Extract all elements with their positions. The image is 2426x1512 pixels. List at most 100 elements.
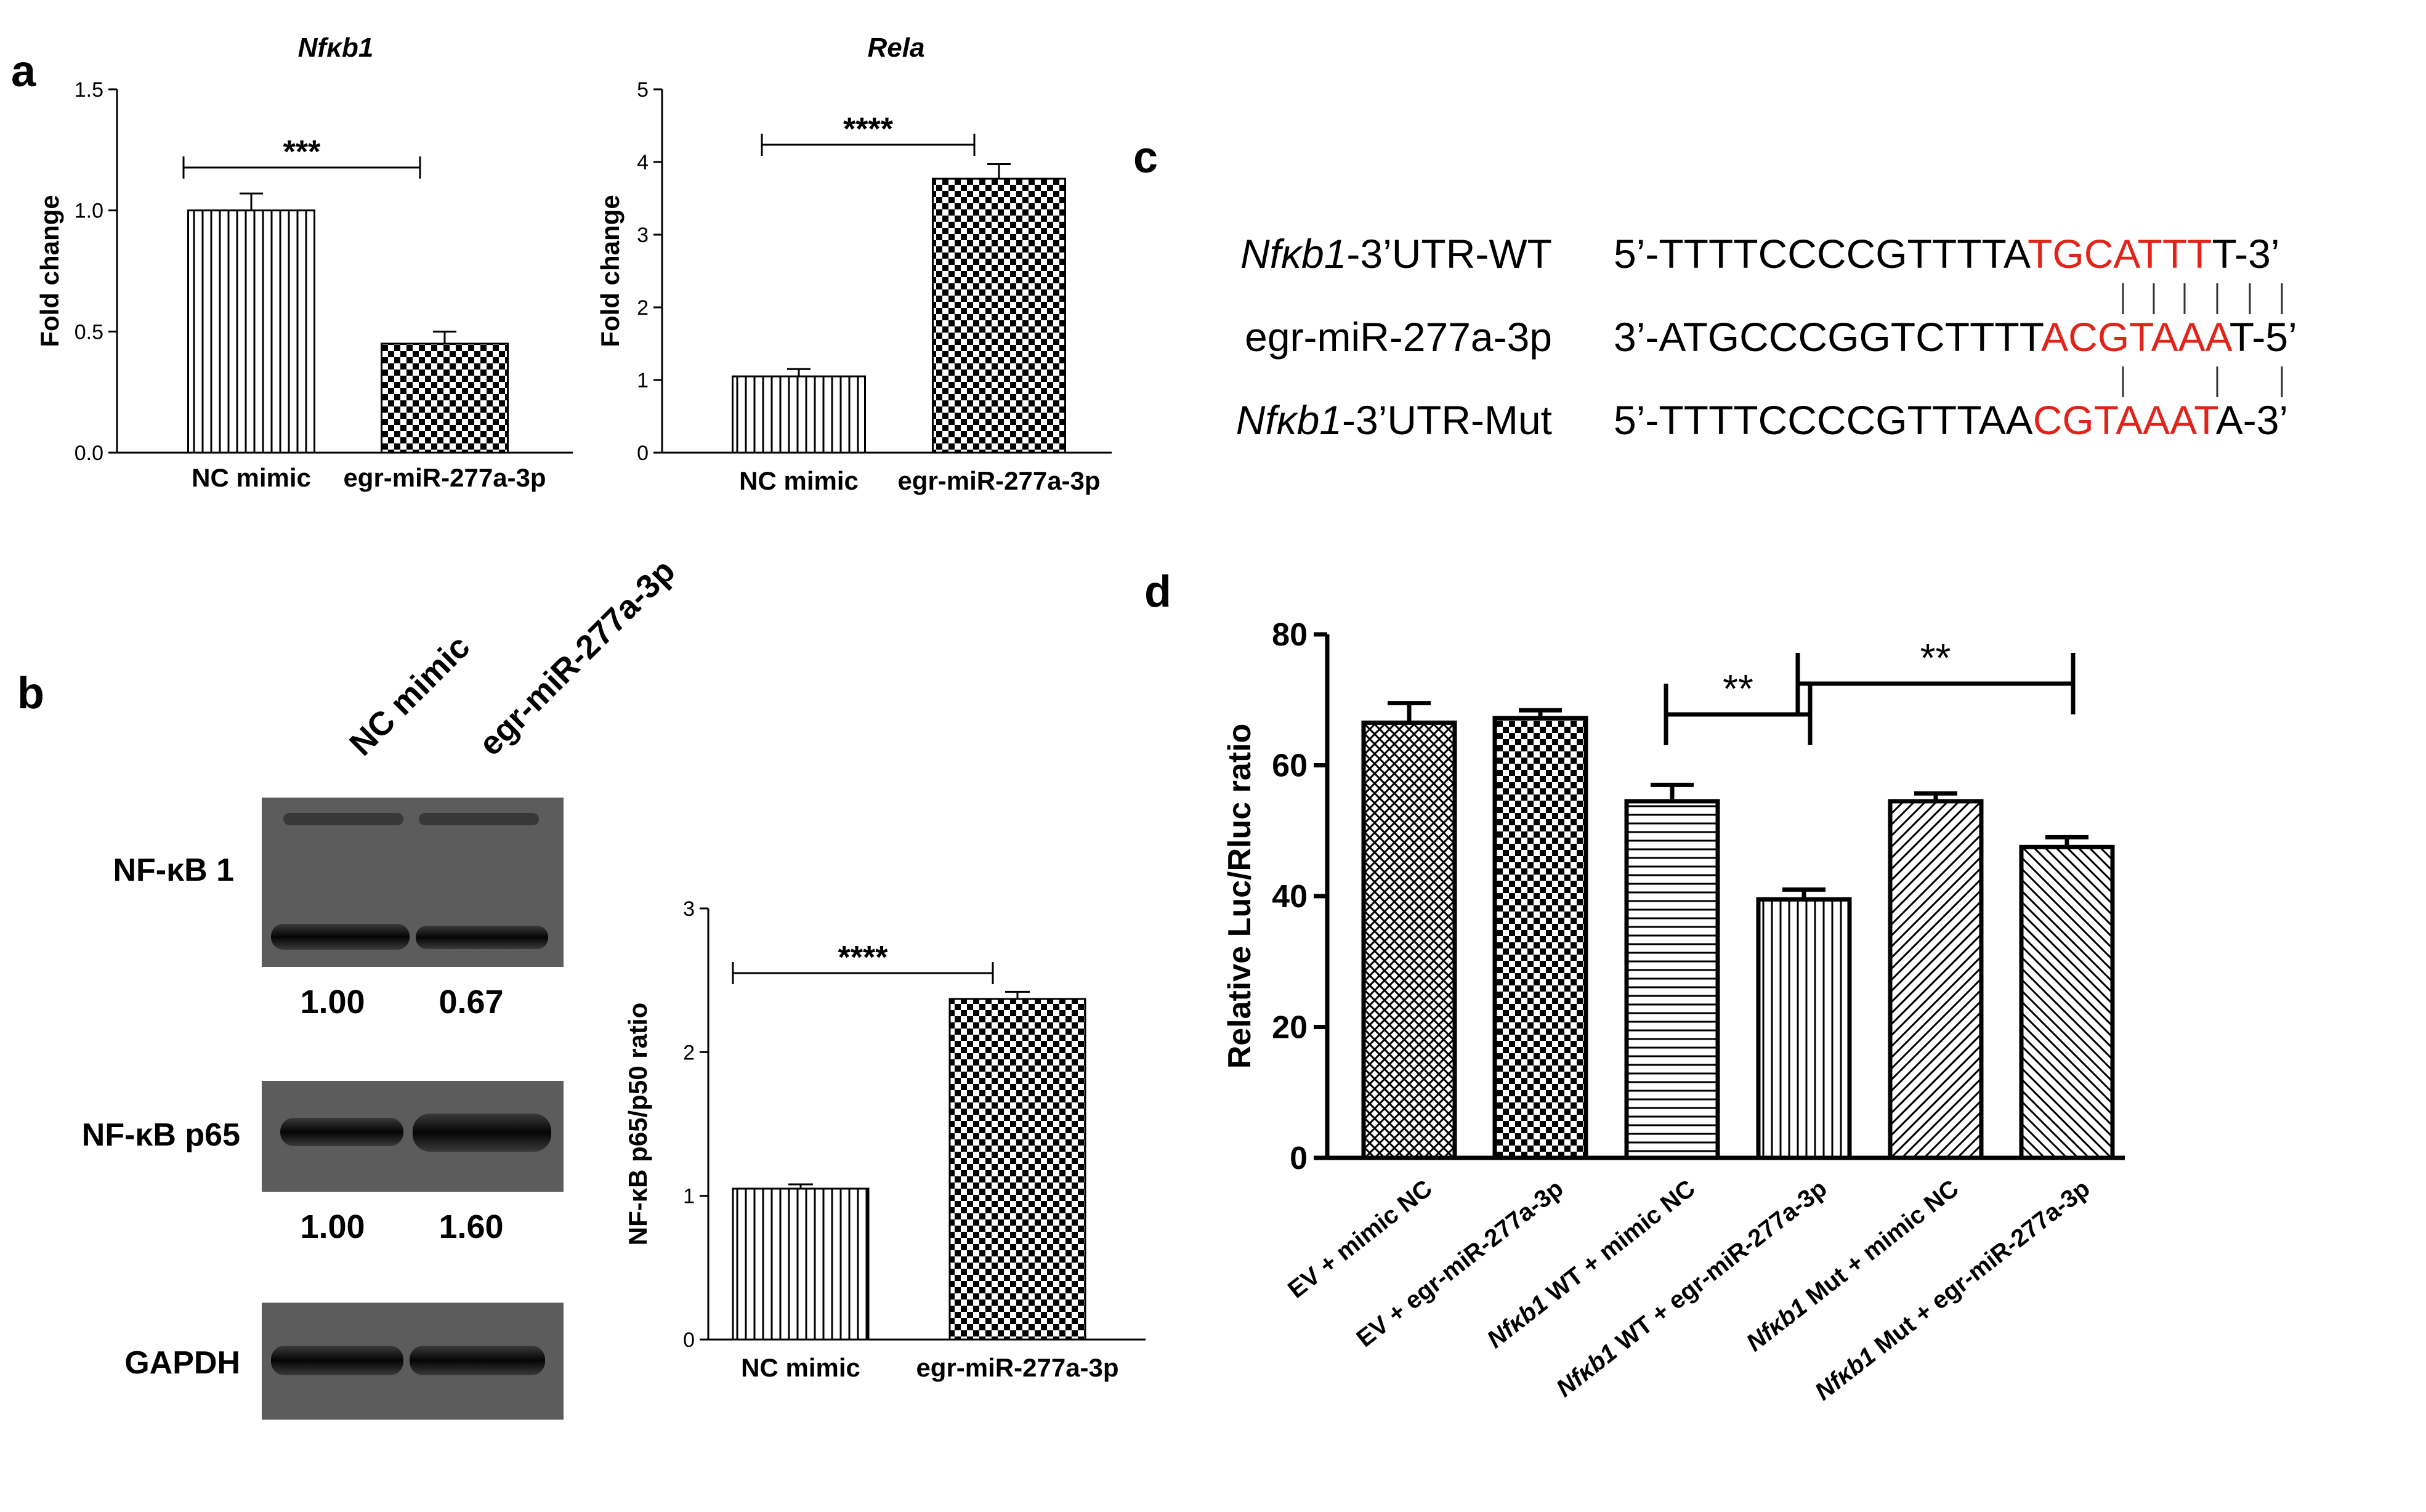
x-tick-label-text: EV + egr-miR-277a-3p xyxy=(1351,1174,1568,1352)
blot-row-label: GAPDH xyxy=(124,1345,240,1381)
sequence-part: 3’-ATGCCCGGTCTTTT xyxy=(1614,314,2044,360)
blot-quant-value: 1.60 xyxy=(439,1208,503,1245)
significance-label: *** xyxy=(283,134,321,170)
y-axis-label: Fold change xyxy=(596,195,625,347)
x-tick-label: NC mimic xyxy=(192,463,311,492)
blot-band xyxy=(271,924,410,950)
blot-band xyxy=(271,1346,403,1375)
bar xyxy=(187,209,315,454)
x-tick-label-italic: Nfκb1 xyxy=(1810,1342,1881,1405)
blot-quant-value: 0.67 xyxy=(439,984,503,1021)
y-tick-label: 20 xyxy=(1272,1010,1308,1046)
panel-letter-b: b xyxy=(17,669,44,718)
blot-lane-label: egr-miR-277a-3p xyxy=(472,552,682,763)
chart-rela-fold-change: Rela 0 1 2 3 4 5 Fold change NC mimic egr-miR-277… xyxy=(596,33,1112,495)
chart-nfkb1-fold-change: Nfκb1 0.0 0.5 1.0 1.5 Fold change NC mimic egr-… xyxy=(35,33,573,492)
panel-letter-c: c xyxy=(1133,133,1158,182)
blot-band xyxy=(280,1118,403,1146)
blot-band xyxy=(413,1114,551,1152)
blot-band xyxy=(410,1346,545,1375)
blot-row-label: NF-κB p65 xyxy=(82,1117,240,1153)
x-tick-label: Nfκb1 WT + egr-miR-277a-3p xyxy=(1551,1174,1832,1402)
x-tick-label: egr-miR-277a-3p xyxy=(343,463,546,492)
x-tick-label-italic: Nfκb1 xyxy=(1551,1339,1622,1402)
bar xyxy=(1624,799,1720,1160)
bar xyxy=(1492,716,1588,1160)
y-tick-label: 1.0 xyxy=(75,200,103,223)
bar xyxy=(932,177,1066,454)
sequence-label-text: -3’UTR-WT xyxy=(1346,231,1552,277)
x-tick-label: Nfκb1 Mut + mimic NC xyxy=(1741,1174,1963,1357)
chart-p65-p50-ratio: 0 1 2 3 NF-κB p65/p50 ratio NC mimic egr-miR-2… xyxy=(623,897,1146,1382)
y-tick-label: 40 xyxy=(1272,879,1308,915)
x-tick-label: NC mimic xyxy=(739,466,859,495)
blot-band xyxy=(419,813,539,825)
blot-band xyxy=(416,926,548,949)
sequence-label-text: egr-miR-277a-3p xyxy=(1245,314,1552,360)
sequence-label-italic: Nfκb1 xyxy=(1236,397,1342,443)
bar xyxy=(1361,720,1457,1160)
bar xyxy=(2019,844,2115,1160)
y-tick-label: 60 xyxy=(1272,748,1308,784)
x-tick-label: EV + egr-miR-277a-3p xyxy=(1351,1174,1568,1352)
y-tick-label: 2 xyxy=(637,296,649,320)
y-tick-label: 3 xyxy=(637,224,649,247)
y-tick-label: 1.5 xyxy=(75,78,103,102)
panel-letter-a: a xyxy=(11,47,36,96)
panel-letter-d: d xyxy=(1144,567,1171,617)
chart-title: Rela xyxy=(868,33,925,63)
bar xyxy=(381,342,509,454)
blot-band xyxy=(283,813,403,825)
blot-row-label: NF-κB 1 xyxy=(113,852,234,888)
y-axis-label: Fold change xyxy=(35,195,64,347)
sequence-alignment: Nfκb1-3’UTR-WT 5’-TTTTCCCCGTTTTATGCATTTT-… xyxy=(1236,231,2297,443)
sequence: 5’-TTTTCCCCGTTTTATGCATTTT-3’ xyxy=(1614,231,2280,277)
sequence-part: A-3’ xyxy=(2216,397,2288,443)
chart-title: Nfκb1 xyxy=(298,33,374,63)
x-tick-label: Nfκb1 Mut + egr-miR-277a-3p xyxy=(1810,1174,2095,1405)
sequence-seed: ACGTAAA xyxy=(2041,314,2232,360)
sequence-part: T-3’ xyxy=(2212,231,2279,277)
x-tick-label-italic: Nfκb1 xyxy=(1482,1290,1553,1353)
sequence-part: 5’-TTTTCCCCGTTTAA xyxy=(1614,397,2033,443)
bar xyxy=(1756,897,1852,1160)
western-blot: NC mimic egr-miR-277a-3p NF-κB 1 NF-κB p… xyxy=(82,552,682,1420)
y-axis-label: NF-κB p65/p50 ratio xyxy=(623,1003,652,1246)
sequence-label: Nfκb1-3’UTR-WT xyxy=(1240,231,1552,277)
y-tick-label: 0 xyxy=(1290,1141,1308,1176)
y-tick-label: 1 xyxy=(683,1185,695,1208)
y-tick-label: 5 xyxy=(637,78,649,102)
x-tick-label: egr-miR-277a-3p xyxy=(916,1353,1118,1382)
y-axis-label: Relative Luc/Rluc ratio xyxy=(1222,724,1258,1069)
y-tick-label: 0 xyxy=(637,442,649,465)
sequence-seed: CGTAAAT xyxy=(2033,397,2218,443)
significance-label: **** xyxy=(843,111,894,147)
x-tick-label-text: Mut + egr-miR-277a-3p xyxy=(1864,1174,2095,1363)
y-tick-label: 0.5 xyxy=(75,320,103,344)
y-tick-label: 1 xyxy=(637,369,649,392)
x-tick-label-text: WT + egr-miR-277a-3p xyxy=(1606,1174,1832,1360)
sequence-seed: TGCATTT xyxy=(2028,231,2212,277)
blot-quant-value: 1.00 xyxy=(300,1208,365,1245)
x-tick-label: egr-miR-277a-3p xyxy=(897,466,1100,495)
significance-label: ** xyxy=(1723,666,1753,711)
sequence-label: Nfκb1-3’UTR-Mut xyxy=(1236,397,1552,443)
sequence-part: T-5’ xyxy=(2230,314,2297,360)
y-tick-label: 2 xyxy=(683,1041,695,1064)
y-tick-label: 0 xyxy=(683,1328,695,1352)
blot-quant-value: 1.00 xyxy=(300,984,365,1021)
bar xyxy=(1888,799,1984,1160)
x-tick-label: NC mimic xyxy=(741,1353,860,1382)
bar xyxy=(732,375,866,454)
bar xyxy=(732,1187,870,1341)
y-tick-label: 80 xyxy=(1272,617,1308,653)
sequence: 3’-ATGCCCGGTCTTTTACGTAAAT-5’ xyxy=(1614,314,2297,360)
x-tick-label: Nfκb1 WT + mimic NC xyxy=(1482,1174,1700,1353)
significance-label: ** xyxy=(1920,636,1951,680)
sequence-label-text: -3’UTR-Mut xyxy=(1342,397,1552,443)
sequence-part: 5’-TTTTCCCCGTTTTA xyxy=(1614,231,2031,277)
sequence: 5’-TTTTCCCCGTTTAACGTAAATA-3’ xyxy=(1614,397,2288,443)
significance-label: **** xyxy=(838,940,889,976)
